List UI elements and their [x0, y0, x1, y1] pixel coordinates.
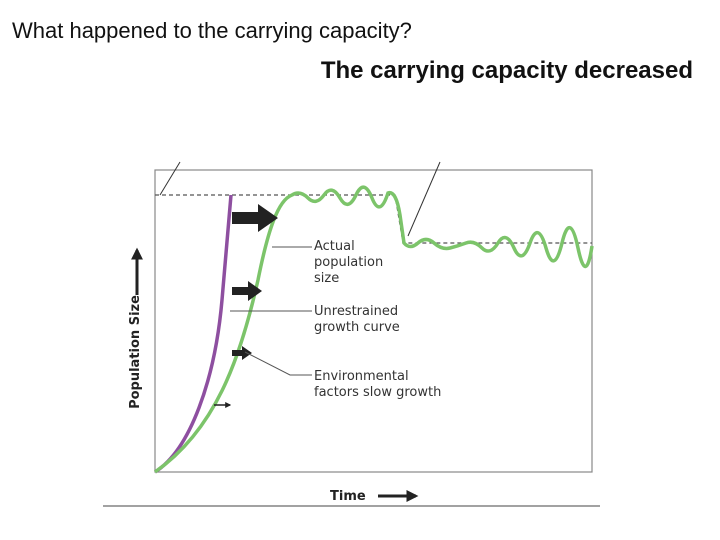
arrow: [232, 281, 262, 301]
annotation-line: Actual: [314, 239, 355, 254]
arrow: [232, 346, 252, 360]
x-axis-label: Time: [330, 489, 366, 504]
pointer-line: [159, 161, 181, 196]
annotation-line: Environmental: [314, 369, 409, 384]
annotation-line: factors slow growth: [314, 385, 441, 400]
annotation-line: Unrestrained: [314, 304, 398, 319]
unrestrained-curve: [154, 194, 233, 474]
answer: The carrying capacity decreased: [321, 57, 693, 84]
y-axis-label: Population Size: [128, 295, 143, 409]
question: What happened to the carrying capacity?: [12, 18, 412, 43]
pointer-line: [407, 161, 441, 237]
leader-line: [244, 351, 312, 376]
actual-population-curve: [153, 185, 594, 474]
annotation-line: population: [314, 255, 383, 270]
arrow: [232, 204, 278, 232]
annotation-line: size: [314, 271, 339, 286]
carrying-capacity-line: [155, 194, 592, 244]
annotation-line: growth curve: [314, 320, 400, 335]
